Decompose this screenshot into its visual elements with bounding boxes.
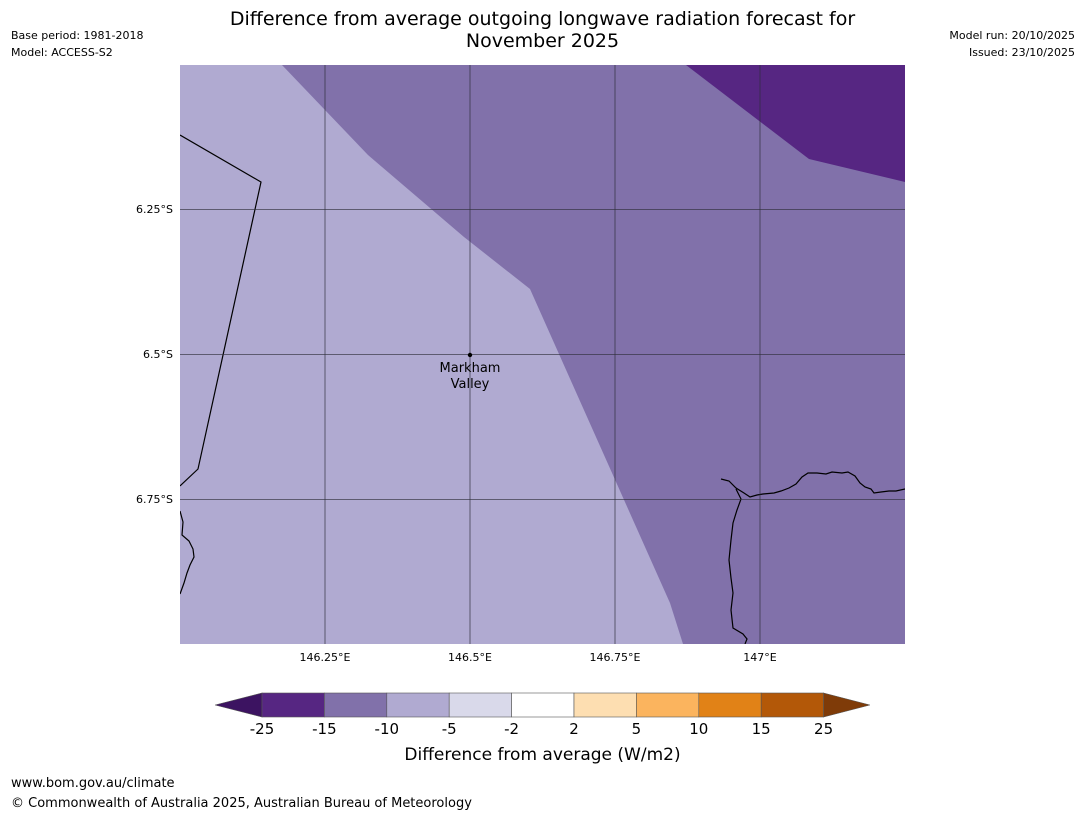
- coastline-borders: [180, 134, 905, 644]
- lon-label-147: 147°E: [743, 651, 777, 664]
- colorbar-tick: 25: [814, 720, 834, 738]
- model-run-text: Model run: 20/10/2025: [949, 29, 1075, 42]
- colorbar-tick: 10: [689, 720, 709, 738]
- colorbar-segment: [448, 692, 512, 718]
- lat-label-6-5: 6.5°S: [143, 348, 173, 361]
- colorbar-segment: [324, 692, 388, 718]
- coastline-east: [720, 471, 905, 498]
- colorbar-segment: [636, 692, 700, 718]
- location-marker: [467, 352, 473, 358]
- category-region-minus25-to-minus15: [686, 65, 905, 182]
- base-period-text: Base period: 1981-2018: [11, 29, 144, 42]
- location-label-line2: Valley: [451, 377, 490, 392]
- colorbar-tick: 5: [631, 720, 642, 738]
- metadata-left: Base period: 1981-2018 Model: ACCESS-S2: [11, 27, 143, 61]
- colorbar-tick: 2: [569, 720, 579, 738]
- copyright-text: © Commonwealth of Australia 2025, Austra…: [11, 796, 472, 811]
- location-label-line1: Markham: [440, 361, 501, 376]
- lon-label-146-5: 146.5°E: [448, 651, 492, 664]
- graticule: [180, 65, 905, 644]
- colorbar-label: Difference from average (W/m2): [404, 745, 681, 765]
- lat-label-6-25: 6.25°S: [136, 203, 173, 216]
- lon-label-146-25: 146.25°E: [299, 651, 351, 664]
- colorbar-segment: [261, 692, 325, 718]
- issued-text: Issued: 23/10/2025: [968, 46, 1075, 59]
- footer-url[interactable]: www.bom.gov.au/climate: [11, 776, 175, 791]
- colorbar-segment: [698, 692, 762, 718]
- colorbar-tick: -2: [504, 720, 520, 738]
- colorbar-segment: [511, 692, 575, 718]
- border-line: [180, 134, 262, 487]
- colorbar: [215, 692, 870, 718]
- lat-label-6-75: 6.75°S: [136, 493, 173, 506]
- colorbar-tick: -5: [441, 720, 457, 738]
- colorbar-tick: -25: [249, 720, 275, 738]
- colorbar-segment: [760, 692, 824, 718]
- lon-label-146-75: 146.75°E: [589, 651, 641, 664]
- forecast-map[interactable]: Markham Valley: [180, 65, 905, 644]
- colorbar-tick: -15: [312, 720, 337, 738]
- colorbar-segment: [573, 692, 637, 718]
- colorbar-segment: [386, 692, 450, 718]
- colorbar-extend-low: [215, 692, 263, 718]
- colorbar-extend-high: [823, 692, 870, 718]
- coastline-west: [180, 510, 195, 595]
- metadata-right: Model run: 20/10/2025 Issued: 23/10/2025: [949, 27, 1075, 61]
- coastline-inlet: [728, 488, 748, 644]
- colorbar-tick: -10: [374, 720, 400, 738]
- model-text: Model: ACCESS-S2: [11, 46, 113, 59]
- colorbar-tick: 15: [751, 720, 771, 738]
- chart-title: Difference from average outgoing longwav…: [229, 8, 856, 52]
